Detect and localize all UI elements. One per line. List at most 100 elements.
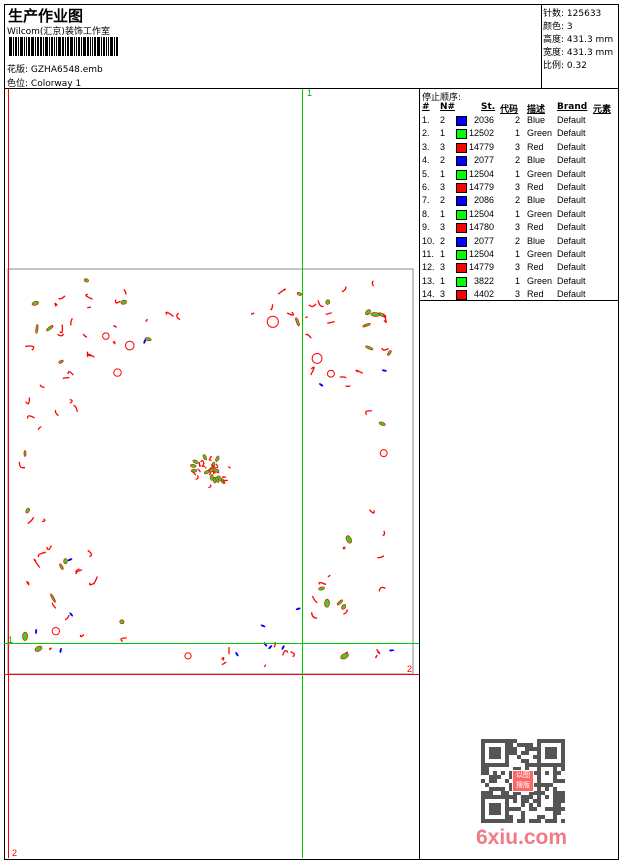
qr-module bbox=[553, 803, 557, 807]
qr-module bbox=[493, 807, 497, 811]
row-code: 1 bbox=[514, 128, 520, 139]
row-brand: Default bbox=[557, 235, 586, 246]
qr-module bbox=[481, 755, 485, 759]
stitch-red bbox=[327, 321, 335, 324]
row-needle: 1 bbox=[440, 275, 446, 286]
qr-module bbox=[549, 739, 553, 743]
stitch-red bbox=[250, 312, 255, 315]
color-swatch bbox=[456, 236, 467, 247]
qr-module bbox=[509, 815, 513, 819]
stitch-red bbox=[176, 312, 181, 321]
row-needle: 2 bbox=[440, 155, 446, 166]
qr-module bbox=[513, 747, 517, 751]
qr-module bbox=[505, 811, 509, 815]
color-swatch bbox=[456, 290, 467, 301]
row-code: 3 bbox=[514, 262, 520, 273]
stitch-red bbox=[58, 295, 66, 300]
row-brand: Default bbox=[557, 115, 586, 125]
stitch-red bbox=[86, 351, 92, 357]
qr-module bbox=[561, 759, 565, 763]
qr-module bbox=[481, 791, 485, 795]
qr-module bbox=[489, 811, 493, 815]
colorway-row: 色位: Colorway 1 bbox=[7, 76, 81, 89]
stitch-red bbox=[325, 312, 333, 316]
col-brand: Brand bbox=[557, 102, 588, 112]
qr-module bbox=[529, 743, 533, 747]
table-row: 8. 1 12504 1 Green Default bbox=[420, 209, 618, 222]
stitch-red bbox=[207, 466, 212, 472]
qr-module bbox=[545, 819, 549, 823]
qr-module bbox=[561, 751, 565, 755]
row-index: 2. bbox=[422, 128, 430, 139]
row-index: 3. bbox=[422, 141, 430, 152]
qr-module bbox=[549, 763, 553, 767]
table-row: 9. 3 14780 3 Red Default bbox=[420, 222, 618, 235]
qr-module bbox=[545, 787, 549, 791]
marker-top: 1 bbox=[307, 88, 313, 98]
row-code: 1 bbox=[514, 168, 520, 179]
color-swatch bbox=[456, 263, 467, 274]
stitch-blue bbox=[260, 624, 266, 628]
row-brand: Default bbox=[557, 155, 586, 166]
watermark-stamp: 以图搜版 bbox=[512, 770, 534, 792]
stitch-red bbox=[37, 426, 42, 431]
qr-module bbox=[541, 763, 545, 767]
qr-module bbox=[537, 799, 541, 803]
stitch-green bbox=[296, 292, 302, 296]
row-stitches: 4402 bbox=[473, 289, 494, 300]
row-desc: Blue bbox=[527, 155, 546, 166]
stitch-red bbox=[221, 476, 227, 479]
qr-module bbox=[557, 771, 561, 775]
qr-module bbox=[553, 787, 557, 791]
stitch-red bbox=[79, 634, 85, 638]
row-desc: Red bbox=[527, 262, 544, 273]
qr-module bbox=[529, 819, 533, 823]
row-code: 3 bbox=[514, 141, 520, 152]
row-needle: 3 bbox=[440, 141, 446, 152]
qr-module bbox=[553, 739, 557, 743]
qr-module bbox=[497, 807, 501, 811]
qr-module bbox=[513, 807, 517, 811]
row-code: 2 bbox=[514, 115, 520, 125]
qr-module bbox=[509, 751, 513, 755]
stitch-red bbox=[39, 384, 45, 389]
qr-module bbox=[553, 779, 557, 783]
design-label: 花版: bbox=[7, 65, 29, 75]
qr-module bbox=[537, 791, 541, 795]
qr-module bbox=[497, 755, 501, 759]
color-swatch bbox=[456, 276, 467, 287]
row-stitches: 12504 bbox=[468, 168, 494, 179]
stitch-red bbox=[355, 369, 364, 374]
stop-sequence-title: 停止顺序: bbox=[422, 93, 462, 103]
qr-module bbox=[497, 803, 501, 807]
qr-module bbox=[493, 751, 497, 755]
qr-module bbox=[509, 739, 513, 743]
qr-module bbox=[553, 811, 557, 815]
stitch-red bbox=[286, 311, 294, 316]
stitch-red bbox=[54, 302, 58, 307]
qr-module bbox=[501, 787, 505, 791]
qr-module bbox=[533, 807, 537, 811]
row-index: 11. bbox=[422, 249, 434, 259]
qr-module bbox=[533, 755, 537, 759]
qr-module bbox=[557, 739, 561, 743]
row-needle: 2 bbox=[440, 195, 446, 206]
row-needle: 3 bbox=[440, 289, 446, 300]
qr-module bbox=[481, 779, 485, 783]
qr-module bbox=[545, 755, 549, 759]
qr-module bbox=[509, 795, 513, 799]
color-swatch bbox=[456, 196, 467, 207]
stitch-green bbox=[35, 324, 39, 334]
qr-module bbox=[501, 795, 505, 799]
qr-module bbox=[493, 739, 497, 743]
qr-module bbox=[509, 819, 513, 823]
stitch-red bbox=[345, 385, 351, 387]
row-desc: Green bbox=[527, 168, 553, 179]
row-stitches: 2086 bbox=[473, 195, 494, 206]
qr-module bbox=[545, 795, 549, 799]
qr-module bbox=[513, 799, 517, 803]
stitch-red bbox=[211, 464, 217, 469]
col-stitches: St. bbox=[481, 102, 496, 112]
stitch-red bbox=[42, 518, 46, 522]
qr-module bbox=[493, 755, 497, 759]
